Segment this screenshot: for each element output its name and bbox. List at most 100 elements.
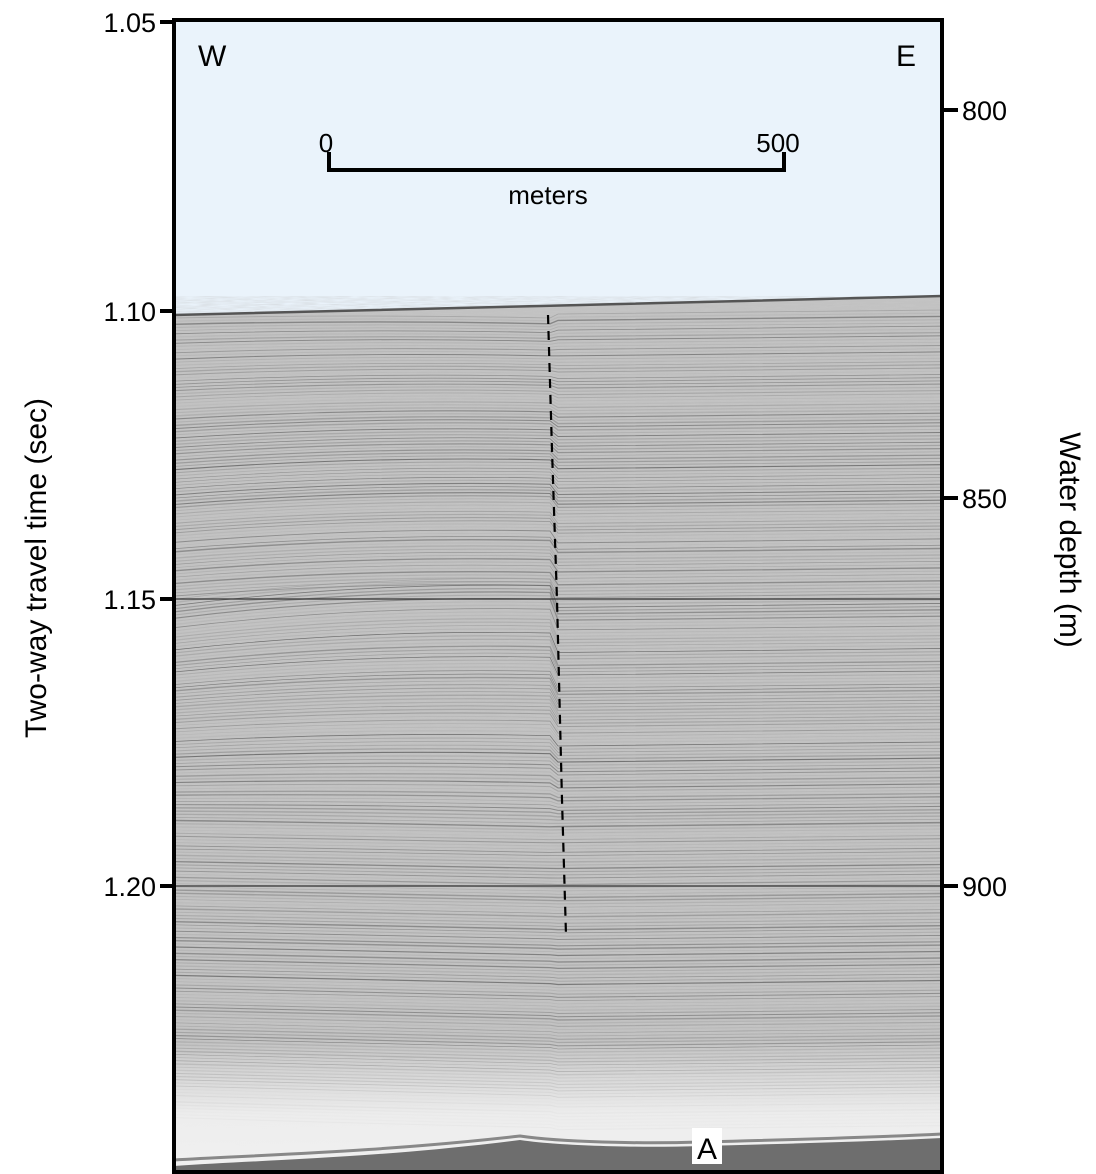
reflector-striation — [174, 769, 942, 779]
reflector-striation — [174, 698, 942, 715]
reflector-striation — [174, 520, 942, 534]
reflector-striation — [174, 807, 942, 815]
reflector-striation — [174, 927, 942, 937]
reflector-striation — [174, 604, 942, 628]
left-tick-label: 1.10 — [103, 297, 156, 327]
reflector-striation — [174, 751, 942, 763]
scale-bar-start: 0 — [319, 128, 333, 158]
left-axis-title: Two-way travel time (sec) — [20, 398, 53, 738]
reflector-striation — [174, 876, 942, 886]
reflector-striation — [174, 899, 942, 908]
reflector-striation — [174, 425, 942, 436]
reflector-striation — [174, 561, 942, 576]
reflector-striation — [174, 410, 942, 420]
reflector-striation — [174, 873, 942, 882]
reflector-striation — [174, 1000, 942, 1011]
reflector-striation — [174, 570, 942, 586]
reflector-striation — [174, 476, 942, 490]
reflector-striation — [174, 924, 942, 934]
reflector-striation — [174, 748, 942, 760]
reflector-striation — [174, 902, 942, 912]
reflector-striation — [174, 377, 942, 385]
reflector-striation — [174, 981, 942, 992]
reflector-striation — [174, 312, 942, 322]
reflector-striation — [174, 348, 942, 357]
right-axis-title: Water depth (m) — [1053, 432, 1086, 648]
reflector-striation — [174, 680, 942, 698]
reflector-a — [174, 1138, 942, 1174]
reflector-striation — [174, 614, 942, 638]
reflector-striation — [174, 666, 942, 686]
reflector-striation — [174, 364, 942, 373]
reflector-striation — [174, 708, 942, 725]
east-label: E — [896, 40, 916, 73]
reflector-striation — [174, 716, 942, 731]
reflector-striation — [174, 955, 942, 966]
reflector-striation — [174, 498, 942, 512]
reflector-striation — [174, 588, 942, 612]
left-tick-label: 1.15 — [103, 585, 156, 615]
reflector-striation — [174, 309, 942, 319]
reflector-striation — [174, 510, 942, 525]
reflector-striation — [174, 780, 942, 789]
reflector-striation — [174, 449, 942, 461]
reflector-striation — [174, 889, 942, 899]
reflector-striation — [174, 854, 942, 863]
reflector-striation — [174, 845, 942, 853]
reflector-striation — [174, 618, 942, 641]
reflector-striation — [174, 723, 942, 737]
reflector-striation — [174, 580, 942, 595]
reflector-striation — [174, 920, 942, 931]
reflector-striation — [174, 338, 942, 347]
reflector-striation — [174, 594, 942, 618]
reflector-striation — [174, 958, 942, 970]
reflector-striation — [174, 601, 942, 624]
reflector-striation — [174, 867, 942, 876]
right-tick-label: 850 — [962, 484, 1007, 514]
reflector-striation — [174, 832, 942, 841]
reflector-striation — [174, 504, 942, 518]
reflector-striation — [174, 581, 942, 605]
reflector-striation — [174, 801, 942, 808]
reflector-a-label: A — [697, 1133, 717, 1166]
reflector-striation — [174, 635, 942, 657]
reflector-striation — [174, 341, 942, 350]
reflector-striation — [174, 455, 942, 467]
reflector-striation — [174, 974, 942, 986]
reflector-striation — [174, 860, 942, 870]
reflector-striation — [174, 1019, 942, 1031]
reflector-striation — [174, 762, 942, 773]
reflector-striation — [174, 908, 942, 918]
reflector-striation — [174, 826, 942, 834]
reflector-striation — [174, 404, 942, 414]
reflector-striation — [174, 357, 942, 367]
reflector-striation — [174, 564, 942, 579]
reflector-striation — [174, 577, 942, 592]
fault-trace — [546, 314, 568, 936]
reflector-striation — [174, 501, 942, 515]
scale-bar-unit: meters — [508, 180, 587, 210]
reflector-striation — [174, 787, 942, 795]
reflector-striation — [174, 663, 942, 682]
reflector-striation — [174, 645, 942, 667]
west-label: W — [198, 40, 227, 73]
reflector-striation — [174, 1015, 942, 1027]
reflector-striation — [174, 835, 942, 844]
reflector-striation — [174, 584, 942, 599]
reflector-striation — [174, 419, 942, 430]
reflector-striation — [174, 389, 942, 398]
reflector-striation — [174, 952, 942, 963]
reflector-striation — [174, 994, 942, 1005]
reflector-striation — [174, 864, 942, 873]
reflector-striation — [174, 529, 942, 544]
reflector-striation — [174, 659, 942, 679]
reflector-striation — [174, 984, 942, 995]
reflector-striation — [174, 649, 942, 670]
reflector-striation — [174, 794, 942, 802]
reflector-striation — [174, 555, 942, 570]
reflector-striation — [174, 431, 942, 442]
seismic-texture — [174, 296, 942, 1174]
reflector-striation — [174, 726, 942, 740]
reflector-striation — [174, 930, 942, 940]
